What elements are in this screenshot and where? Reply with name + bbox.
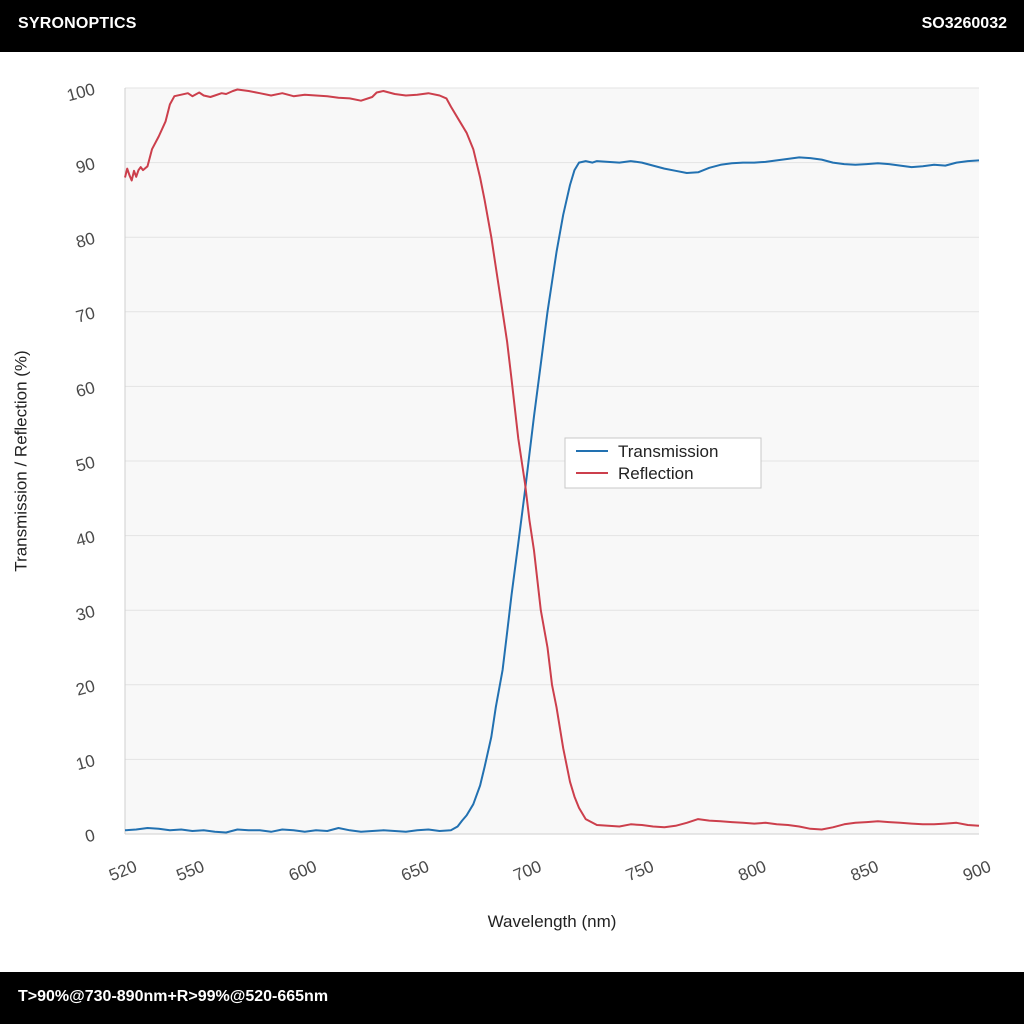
x-tick-label: 850 <box>848 857 881 885</box>
legend-box <box>564 437 762 489</box>
x-tick-label: 600 <box>286 857 319 885</box>
y-tick-label: 80 <box>74 229 97 252</box>
axes <box>124 88 979 835</box>
y-tick-labels: 0 10 20 30 40 50 60 70 80 90 100 <box>65 80 97 847</box>
y-tick-label: 20 <box>74 676 97 699</box>
y-tick-label: 70 <box>74 303 97 326</box>
brand-name: SYRONOPTICS <box>18 15 137 32</box>
x-tick-label: 750 <box>623 857 656 885</box>
y-tick-label: 10 <box>74 751 97 774</box>
header-bar: SYRONOPTICS SO3260032 <box>0 0 1024 52</box>
x-tick-labels: 520 550 600 650 700 750 800 850 900 <box>106 857 993 885</box>
x-tick-label: 550 <box>174 857 207 885</box>
y-tick-label: 100 <box>65 80 97 106</box>
series-lines <box>124 88 980 834</box>
spec-text: T>90%@730-890nm+R>99%@520-665nm <box>18 988 329 1005</box>
legend-label-reflection: Reflection <box>618 464 694 483</box>
y-tick-label: 90 <box>74 154 97 177</box>
x-tick-label: 900 <box>960 857 993 885</box>
y-tick-label: 50 <box>74 453 97 476</box>
y-tick-label: 60 <box>74 378 97 401</box>
series-line-transmission <box>124 156 980 834</box>
y-tick-label: 0 <box>83 826 97 847</box>
y-axis-label: Transmission / Reflection (%) <box>11 350 30 571</box>
part-number: SO3260032 <box>921 15 1007 32</box>
y-tick-label: 30 <box>74 602 97 625</box>
footer-bar: T>90%@730-890nm+R>99%@520-665nm <box>0 972 1024 1024</box>
legend: Transmission Reflection <box>564 437 762 489</box>
series-line-reflection <box>124 88 980 831</box>
x-tick-label: 650 <box>398 857 431 885</box>
y-tick-label: 40 <box>74 527 97 550</box>
x-axis-label: Wavelength (nm) <box>488 912 617 931</box>
spectrum-chart: 520 550 600 650 700 750 800 850 900 0 10 20 30 40 50 6… <box>11 80 993 931</box>
legend-label-transmission: Transmission <box>618 442 718 461</box>
x-tick-label: 800 <box>735 857 768 885</box>
x-tick-label: 520 <box>106 857 139 885</box>
x-tick-label: 700 <box>511 857 544 885</box>
